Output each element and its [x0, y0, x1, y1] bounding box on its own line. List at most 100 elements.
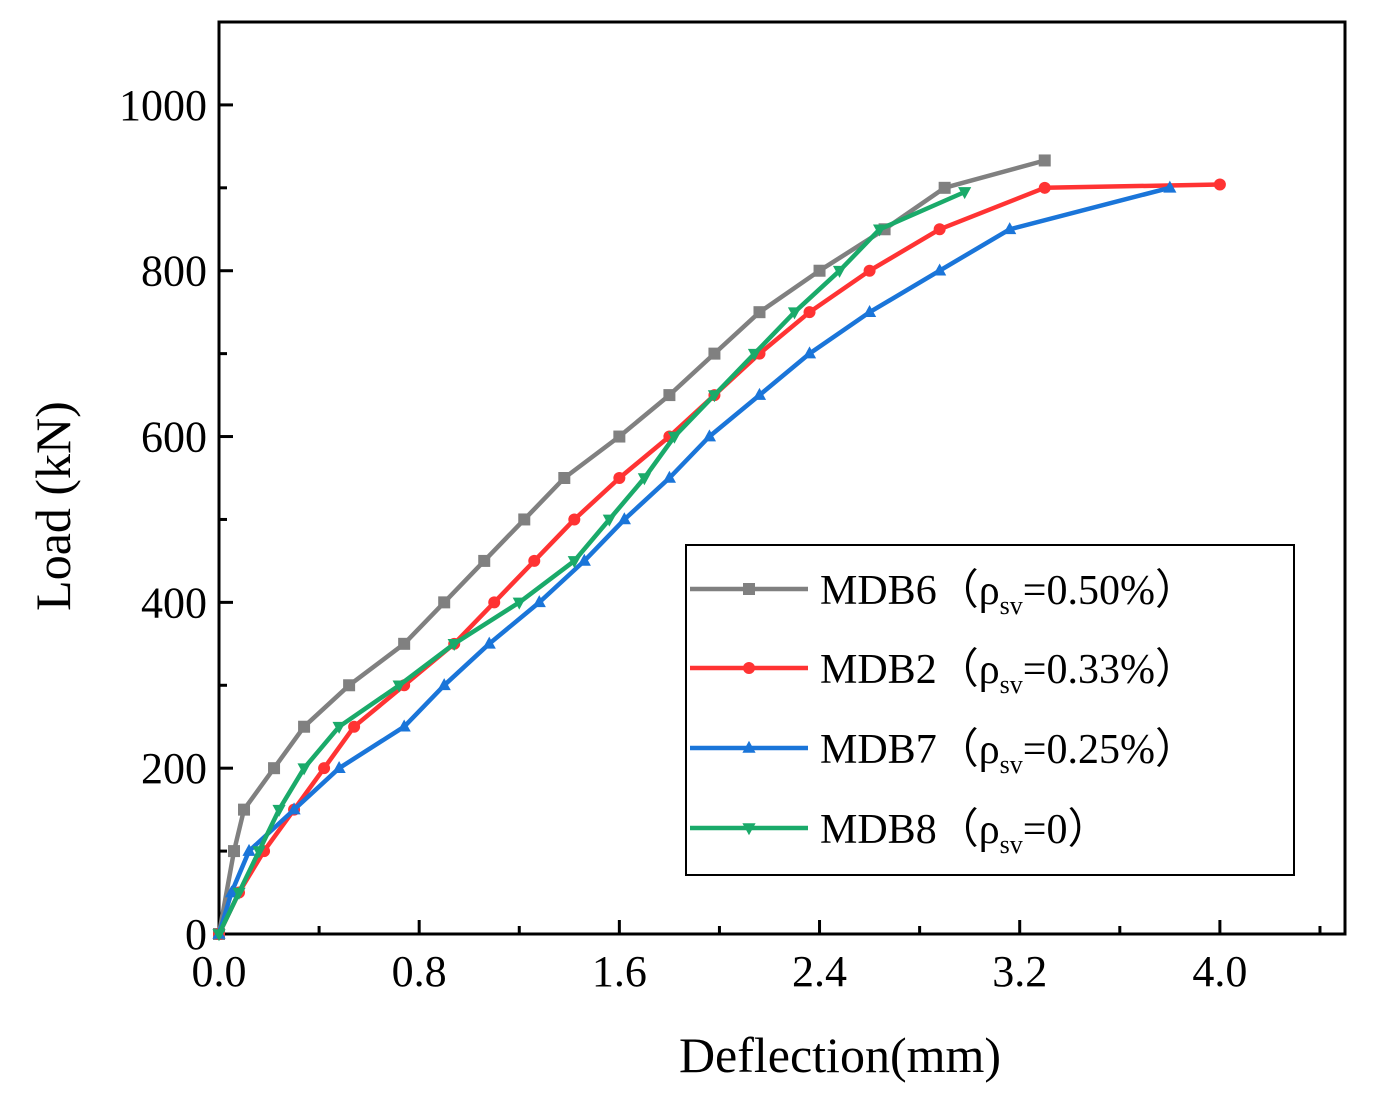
data-point-mdb8	[332, 721, 346, 734]
x-tick-label: 2.4	[792, 947, 847, 996]
x-tick-label: 3.2	[992, 947, 1047, 996]
data-point-mdb7	[702, 429, 717, 442]
data-point-mdb7	[1003, 222, 1017, 235]
data-point-mdb2	[488, 596, 501, 609]
legend-entry-mdb8: MDB8（ρsv=0）	[690, 807, 1109, 859]
plot-frame	[217, 20, 1347, 936]
series-layer	[212, 154, 1226, 942]
x-tick-label: 1.6	[592, 947, 647, 996]
data-point-mdb6	[613, 430, 626, 443]
data-point-mdb7	[224, 885, 239, 898]
data-point-mdb8	[787, 307, 802, 320]
data-point-mdb2	[568, 513, 581, 526]
data-point-mdb6	[708, 347, 721, 360]
data-point-mdb2	[348, 720, 361, 733]
legend-entry-mdb6: MDB6（ρsv=0.50%）	[690, 568, 1197, 620]
data-point-mdb2	[528, 554, 541, 567]
data-point-mdb7	[287, 802, 301, 815]
legend-swatch-marker	[743, 662, 755, 674]
data-point-mdb8	[232, 887, 246, 900]
data-point-mdb6	[813, 264, 826, 277]
data-point-mdb7	[862, 304, 877, 317]
y-tick-label: 400	[141, 578, 207, 627]
x-axis: 0.0 0.8 1.6 2.4 3.2 4.0	[192, 920, 1322, 996]
data-point-mdb2	[318, 762, 331, 775]
data-point-mdb7	[577, 553, 591, 566]
data-point-mdb6	[558, 472, 571, 484]
y-tick-label: 600	[141, 413, 207, 462]
legend-label: MDB6（ρsv=0.50%）	[820, 568, 1197, 620]
y-tick-label: 200	[141, 744, 207, 793]
data-point-mdb8	[567, 556, 581, 569]
legend-entry-mdb7: MDB7（ρsv=0.25%）	[690, 727, 1197, 779]
data-point-mdb7	[532, 595, 546, 608]
data-point-mdb6	[398, 637, 411, 650]
data-point-mdb2	[803, 306, 816, 319]
data-point-mdb7	[662, 470, 676, 483]
y-axis: 0 200 400 600 800 1000	[119, 81, 233, 959]
data-point-mdb6	[238, 803, 251, 816]
data-point-mdb2	[1038, 181, 1051, 194]
data-point-mdb8	[707, 390, 722, 403]
data-point-mdb7	[802, 346, 817, 359]
data-point-mdb8	[512, 597, 526, 610]
data-point-mdb2	[1213, 178, 1226, 191]
y-tick-label: 1000	[119, 81, 207, 130]
y-axis-title: Load (kN)	[25, 401, 81, 611]
legend-box	[685, 544, 1295, 876]
data-point-mdb6	[298, 720, 311, 733]
legend-swatch-marker	[742, 740, 756, 753]
data-point-mdb6	[518, 513, 531, 526]
data-point-mdb8	[297, 763, 311, 776]
data-point-mdb7	[482, 636, 496, 649]
data-point-mdb7	[933, 263, 947, 276]
legend-swatch-marker	[743, 583, 755, 595]
y-tick-label: 0	[185, 910, 207, 959]
data-point-mdb6	[1038, 154, 1051, 167]
legend-label: MDB7（ρsv=0.25%）	[820, 727, 1197, 779]
data-point-mdb8	[252, 846, 266, 859]
legend-entry-mdb2: MDB2（ρsv=0.33%）	[690, 647, 1197, 699]
data-point-mdb8	[637, 473, 651, 486]
data-point-mdb8	[392, 680, 406, 693]
legend-swatch-marker	[742, 823, 756, 836]
x-tick-label: 0.0	[192, 947, 247, 996]
data-point-mdb8	[272, 804, 286, 817]
data-point-mdb8	[667, 431, 682, 444]
data-point-mdb8	[602, 514, 616, 527]
data-point-mdb6	[268, 762, 281, 775]
data-point-mdb6	[663, 389, 676, 402]
data-point-mdb7	[332, 760, 346, 773]
x-tick-label: 0.8	[392, 947, 447, 996]
data-point-mdb8	[747, 348, 762, 361]
data-point-mdb7	[437, 678, 451, 691]
data-point-mdb6	[938, 181, 951, 194]
data-point-mdb8	[872, 224, 887, 237]
x-tick-label: 4.0	[1192, 947, 1247, 996]
series-mdb7	[212, 180, 1177, 939]
data-point-mdb2	[933, 223, 946, 236]
data-point-mdb6	[228, 845, 241, 858]
data-point-mdb7	[752, 387, 767, 400]
data-point-mdb8	[212, 929, 226, 942]
data-point-mdb6	[753, 306, 766, 319]
data-point-mdb8	[958, 187, 972, 200]
data-point-mdb6	[343, 679, 356, 692]
data-point-mdb7	[617, 512, 631, 525]
data-point-mdb6	[478, 554, 491, 567]
data-point-mdb7	[1163, 180, 1177, 193]
series-mdb8	[212, 187, 972, 942]
legend-label: MDB2（ρsv=0.33%）	[820, 647, 1197, 699]
data-point-mdb7	[242, 843, 256, 856]
data-point-mdb2	[863, 264, 876, 277]
x-axis-title: Deflection(mm)	[679, 1027, 1001, 1083]
y-tick-label: 800	[141, 247, 207, 296]
data-point-mdb8	[447, 639, 461, 652]
data-point-mdb7	[397, 719, 411, 732]
legend: MDB6（ρsv=0.50%） MDB2（ρsv=0.33%） MDB7（ρsv=0…	[685, 544, 1295, 876]
data-point-mdb8	[832, 265, 847, 278]
data-point-mdb6	[438, 596, 451, 609]
data-point-mdb2	[613, 472, 626, 484]
legend-label: MDB8（ρsv=0）	[820, 807, 1109, 859]
